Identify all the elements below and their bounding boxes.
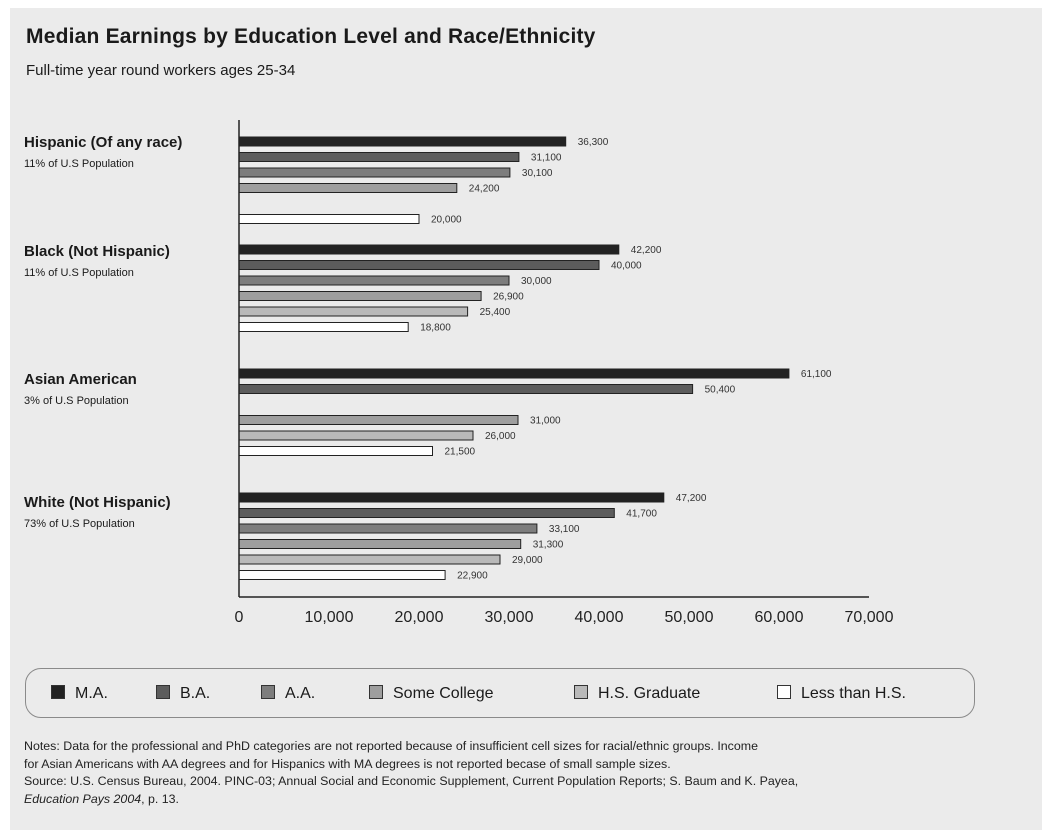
data-label: 21,500 — [445, 447, 476, 458]
group-population: 3% of U.S Population — [24, 395, 129, 407]
x-tick-label: 0 — [235, 609, 244, 626]
source-citation: Education Pays 2004, p. 13. — [24, 791, 1039, 809]
data-label: 25,400 — [480, 307, 511, 318]
bar — [238, 136, 567, 147]
legend-item-less-than-hs: Less than H.S. — [777, 685, 906, 703]
data-label: 18,800 — [420, 323, 451, 334]
legend-label: B.A. — [180, 685, 211, 702]
group-population: 11% of U.S Population — [24, 267, 134, 279]
page-reference: , p. 13. — [141, 791, 179, 806]
notes-line: Notes: Data for the professional and PhD… — [24, 739, 758, 753]
bar — [238, 539, 522, 549]
data-label: 26,000 — [485, 431, 516, 442]
notes-line: for Asian Americans with AA degrees and … — [24, 756, 671, 771]
legend: M.A. B.A. A.A. Some College H.S. Graduat… — [25, 668, 975, 718]
publication-title: Education Pays 2004 — [24, 791, 142, 806]
legend-swatch — [574, 685, 588, 699]
x-tick-label: 30,000 — [485, 609, 534, 626]
data-label: 22,900 — [457, 571, 488, 582]
bar — [238, 152, 520, 162]
bar — [238, 523, 538, 534]
legend-swatch — [261, 685, 275, 699]
bar — [238, 368, 790, 379]
x-tick-label: 60,000 — [755, 609, 804, 626]
notes: Notes: Data for the professional and PhD… — [24, 738, 1039, 808]
x-tick-label: 50,000 — [665, 609, 714, 626]
legend-label: Some College — [393, 685, 494, 702]
bar — [238, 415, 519, 425]
legend-swatch — [156, 685, 170, 699]
bar — [238, 554, 501, 565]
chart-title: Median Earnings by Education Level and R… — [26, 25, 596, 48]
legend-label: Less than H.S. — [801, 685, 906, 702]
data-label: 36,300 — [578, 137, 609, 148]
legend-item-hs-graduate: H.S. Graduate — [574, 685, 700, 703]
legend-swatch — [369, 685, 383, 699]
legend-swatch — [51, 685, 65, 699]
legend-item-ma: M.A. — [51, 685, 108, 703]
data-label: 47,200 — [676, 493, 707, 504]
group-label-white: White (Not Hispanic) 73% of U.S Populati… — [24, 494, 171, 530]
bar — [238, 508, 615, 518]
data-label: 40,000 — [611, 261, 642, 272]
group-name: Black (Not Hispanic) — [24, 243, 170, 260]
data-label: 31,300 — [533, 540, 564, 551]
legend-label: H.S. Graduate — [598, 685, 701, 702]
bar — [238, 244, 620, 255]
bar — [238, 570, 446, 580]
group-name: White (Not Hispanic) — [24, 494, 171, 511]
data-label: 26,900 — [493, 292, 524, 303]
bar — [238, 183, 458, 193]
bar — [238, 260, 600, 270]
data-label: 50,400 — [705, 385, 736, 396]
bar-chart: 36,300 31,100 30,100 24,200 20,000 42,200 40,0… — [235, 120, 894, 626]
legend-item-aa: A.A. — [261, 685, 315, 703]
x-tick-label: 70,000 — [845, 609, 894, 626]
data-label: 61,100 — [801, 369, 832, 380]
bar — [238, 430, 474, 441]
bar — [238, 322, 409, 332]
group-name: Hispanic (Of any race) — [24, 134, 183, 151]
x-tick-label: 10,000 — [305, 609, 354, 626]
data-label: 31,000 — [530, 416, 561, 427]
group-population: 73% of U.S Population — [24, 518, 135, 530]
x-tick-label: 20,000 — [395, 609, 444, 626]
data-label: 31,100 — [531, 153, 562, 164]
bar — [238, 167, 511, 178]
group-label-black: Black (Not Hispanic) 11% of U.S Populati… — [24, 243, 170, 279]
data-label: 30,000 — [521, 276, 552, 287]
data-label: 20,000 — [431, 215, 462, 226]
bar — [238, 214, 420, 224]
legend-swatch — [777, 685, 791, 699]
legend-item-some-college: Some College — [369, 685, 494, 703]
bar — [238, 384, 694, 394]
group-label-asian: Asian American 3% of U.S Population — [24, 371, 137, 407]
bar — [238, 492, 665, 503]
group-label-hispanic: Hispanic (Of any race) 11% of U.S Popula… — [24, 134, 182, 170]
group-name: Asian American — [24, 371, 137, 388]
data-label: 42,200 — [631, 245, 662, 256]
group-population: 11% of U.S Population — [24, 158, 134, 170]
bar — [238, 306, 469, 317]
bar — [238, 275, 510, 286]
x-tick-label: 40,000 — [575, 609, 624, 626]
legend-label: A.A. — [285, 685, 316, 702]
bar — [238, 446, 433, 456]
data-label: 30,100 — [522, 168, 553, 179]
data-label: 41,700 — [626, 509, 657, 520]
chart-subtitle: Full-time year round workers ages 25-34 — [26, 62, 296, 79]
bar — [238, 291, 482, 301]
data-label: 29,000 — [512, 555, 543, 566]
data-label: 33,100 — [549, 524, 580, 535]
source-line: Source: U.S. Census Bureau, 2004. PINC-0… — [24, 774, 799, 788]
data-label: 24,200 — [469, 184, 500, 195]
legend-label: M.A. — [75, 685, 108, 702]
legend-item-ba: B.A. — [156, 685, 210, 703]
